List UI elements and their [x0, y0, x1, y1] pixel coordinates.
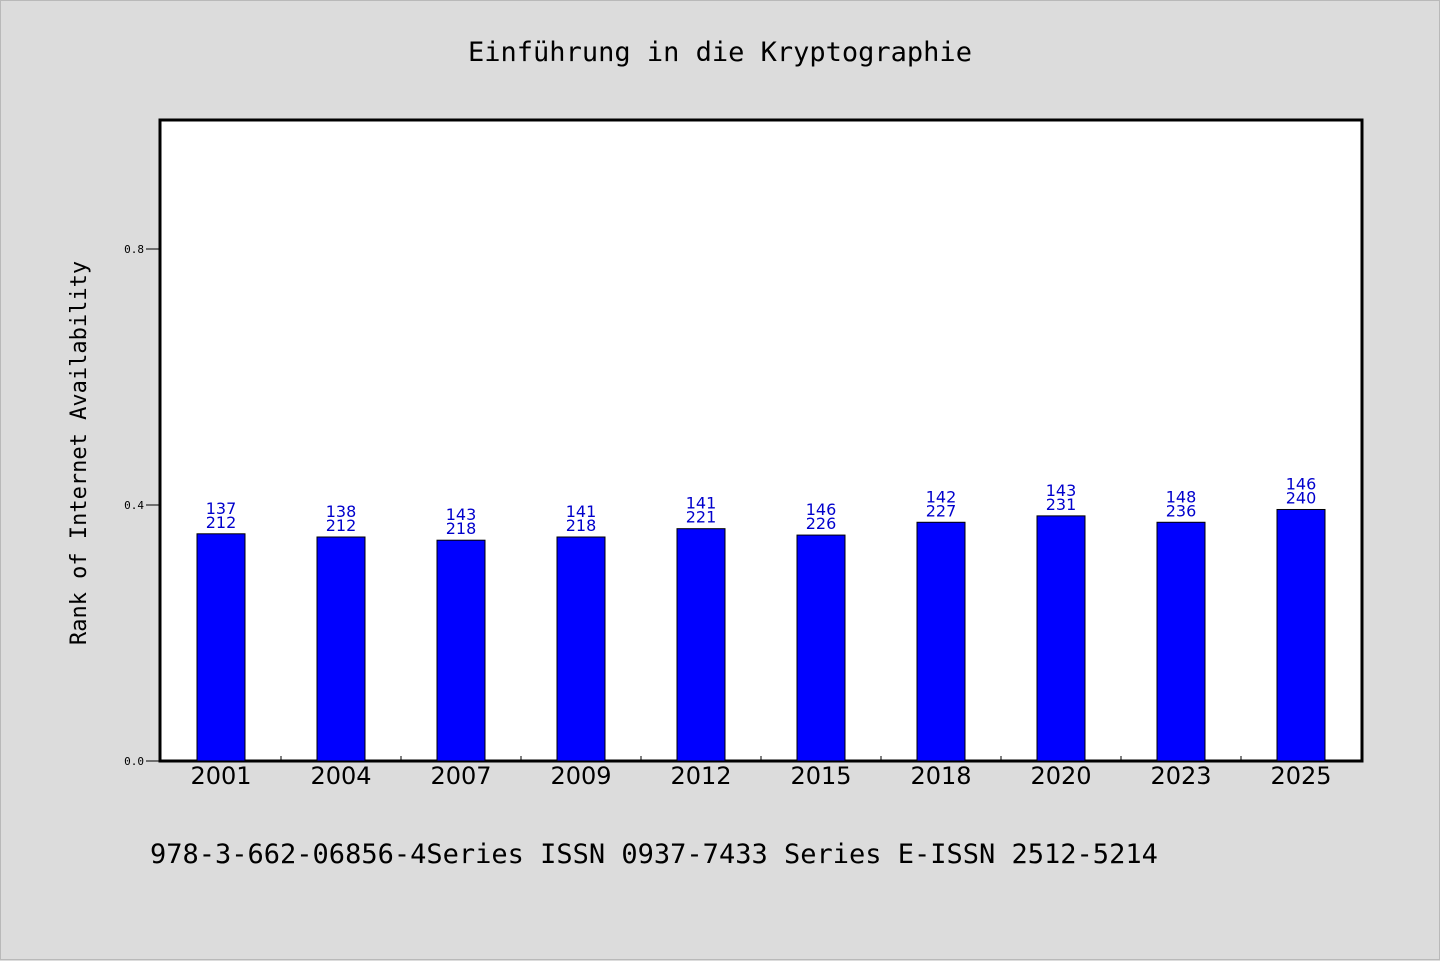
- bar-label-bottom: 236: [1166, 501, 1197, 520]
- bar-label-bottom: 221: [686, 508, 717, 527]
- bar: [196, 533, 246, 762]
- bar-label-top: 141: [566, 502, 597, 521]
- bar: [676, 528, 726, 762]
- bar-label-bottom: 226: [806, 514, 837, 533]
- x-axis: 2001 2004 2007 2009 2012 2015 2018 2020 2023 2025: [190, 756, 1332, 790]
- bar: [796, 534, 846, 762]
- bar: [556, 536, 606, 762]
- x-tick-label: 2007: [430, 762, 491, 790]
- bar: [916, 521, 966, 762]
- bar-label-bottom: 218: [446, 519, 477, 538]
- bar-label-top: 138: [326, 502, 357, 521]
- bar-label-bottom: 212: [206, 513, 237, 532]
- bar: [436, 539, 486, 762]
- footer-text: 978-3-662-06856-4Series ISSN 0937-7433 S…: [150, 839, 1158, 870]
- bar-label-top: 146: [806, 500, 837, 519]
- y-axis: 0.0 0.4 0.8: [124, 243, 161, 768]
- bar-label-bottom: 231: [1046, 495, 1077, 514]
- bar: [1036, 515, 1086, 762]
- chart-title: Einführung in die Kryptographie: [468, 37, 972, 68]
- bar: [1276, 508, 1326, 762]
- x-tick-label: 2001: [190, 762, 251, 790]
- x-tick-label: 2018: [910, 762, 971, 790]
- bar: [1156, 521, 1206, 762]
- bar-label-top: 141: [686, 494, 717, 513]
- x-tick-label: 2025: [1270, 762, 1331, 790]
- y-tick-label: 0.4: [124, 499, 144, 512]
- x-tick-label: 2023: [1150, 762, 1211, 790]
- bar-label-top: 146: [1286, 474, 1317, 493]
- bar-label-top: 143: [1046, 481, 1077, 500]
- bar-label-bottom: 227: [926, 501, 957, 520]
- x-tick-label: 2012: [670, 762, 731, 790]
- x-tick-label: 2004: [310, 762, 371, 790]
- bar-label-bottom: 240: [1286, 488, 1317, 507]
- bar-label-bottom: 212: [326, 516, 357, 535]
- x-tick-label: 2020: [1030, 762, 1091, 790]
- y-axis-label: Rank of Internet Availability: [67, 261, 92, 645]
- bar-label-top: 137: [206, 499, 237, 518]
- y-tick-label: 0.8: [124, 243, 144, 256]
- x-tick-label: 2009: [550, 762, 611, 790]
- x-tick-label: 2015: [790, 762, 851, 790]
- y-tick-label: 0.0: [124, 755, 144, 768]
- bar-label-bottom: 218: [566, 516, 597, 535]
- bar-label-top: 143: [446, 505, 477, 524]
- bar-label-top: 142: [926, 487, 957, 506]
- bar: [316, 536, 366, 762]
- bar-label-top: 148: [1166, 487, 1197, 506]
